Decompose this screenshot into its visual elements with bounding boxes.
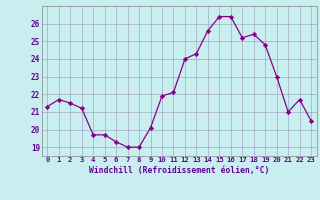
X-axis label: Windchill (Refroidissement éolien,°C): Windchill (Refroidissement éolien,°C): [89, 166, 269, 175]
